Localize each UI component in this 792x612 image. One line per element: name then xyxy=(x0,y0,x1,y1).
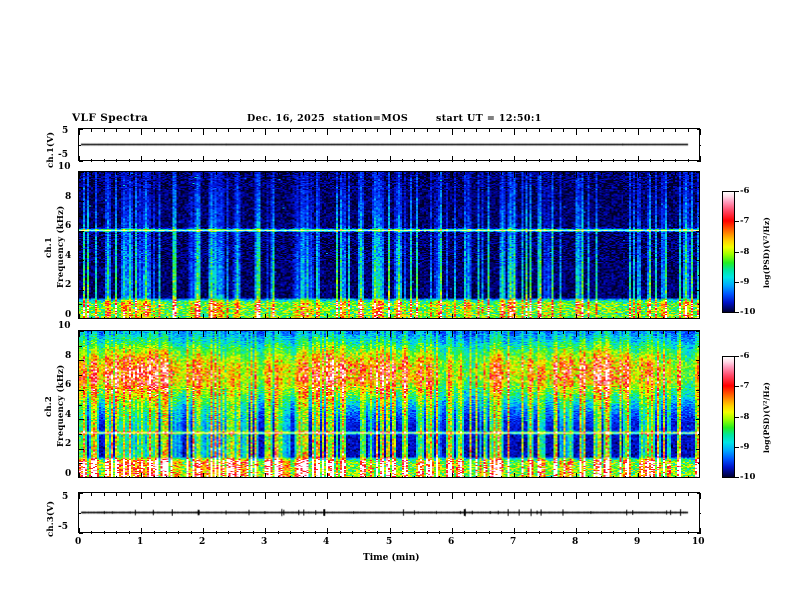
ytick-ch2f-2: 2 xyxy=(65,439,72,449)
colorbar-tick xyxy=(735,447,739,448)
panel-ch1-voltage-ylabel: ch.1(V) xyxy=(46,131,56,168)
colorbar-tick xyxy=(735,417,739,418)
colorbar-ch1-label: log(PSD)(V²/Hz) xyxy=(762,216,771,288)
xtick-label: 2 xyxy=(199,537,206,547)
panel-ch1-voltage xyxy=(78,128,701,162)
ytick-ch2f-10: 10 xyxy=(58,321,71,331)
figure-date: Dec. 16, 2025 xyxy=(247,113,326,124)
xtick-label: 0 xyxy=(75,537,82,547)
ytick-ch3v-pos5: 5 xyxy=(62,492,69,502)
figure-title: VLF Spectra xyxy=(72,112,149,124)
panel-ch1-spec-ylabel-freq: Frequency (kHz) xyxy=(56,205,66,288)
colorbar-tick-label: -7 xyxy=(740,381,750,391)
colorbar-tick xyxy=(735,477,739,478)
panel-ch1-spectrogram xyxy=(78,171,700,319)
xtick-label: 3 xyxy=(261,537,268,547)
colorbar-tick-label: -9 xyxy=(740,442,750,452)
colorbar-tick xyxy=(735,386,739,387)
ytick-ch3v-neg5: -5 xyxy=(58,522,68,532)
colorbar-tick xyxy=(735,221,739,222)
xtick-label: 1 xyxy=(137,537,144,547)
ytick-ch1f-4: 4 xyxy=(65,251,72,261)
xtick-label: 9 xyxy=(634,537,641,547)
colorbar-tick xyxy=(735,191,739,192)
colorbar-tick-label: -10 xyxy=(740,472,756,482)
ytick-ch2f-6: 6 xyxy=(65,380,72,390)
colorbar-tick-label: -7 xyxy=(740,216,750,226)
ytick-ch2f-8: 8 xyxy=(65,351,72,361)
colorbar-tick-label: -6 xyxy=(740,186,750,196)
colorbar-ch2-label: log(PSD)(V²/Hz) xyxy=(762,381,771,453)
ytick-ch1f-6: 6 xyxy=(65,221,72,231)
ytick-ch1v-neg5: -5 xyxy=(58,150,68,160)
figure-station: station=MOS xyxy=(333,113,409,124)
xtick-label: 10 xyxy=(692,537,705,547)
colorbar-tick-label: -6 xyxy=(740,351,750,361)
panel-ch3-voltage xyxy=(78,492,701,534)
ytick-ch1v-pos5: 5 xyxy=(62,126,69,136)
panel-ch2-spectrogram xyxy=(78,330,700,478)
colorbar-tick xyxy=(735,356,739,357)
ytick-ch2f-0: 0 xyxy=(65,469,72,479)
colorbar-ch2-gradient xyxy=(723,357,734,477)
xtick-label: 5 xyxy=(386,537,393,547)
panel-ch1-spec-ylabel-ch: ch.1 xyxy=(44,236,54,258)
xtick-label: 6 xyxy=(448,537,455,547)
colorbar-tick xyxy=(735,282,739,283)
panel-ch2-spec-ylabel-ch: ch.2 xyxy=(44,395,54,417)
colorbar-tick-label: -8 xyxy=(740,247,750,257)
colorbar-tick-label: -8 xyxy=(740,412,750,422)
ytick-ch1f-2: 2 xyxy=(65,280,72,290)
colorbar-tick xyxy=(735,252,739,253)
ytick-ch2f-4: 4 xyxy=(65,410,72,420)
colorbar-ch2 xyxy=(722,356,735,478)
xtick-label: 8 xyxy=(572,537,579,547)
colorbar-tick xyxy=(735,312,739,313)
xtick-label: 7 xyxy=(510,537,517,547)
xtick-label: 4 xyxy=(323,537,330,547)
figure-start-ut: start UT = 12:50:1 xyxy=(436,113,542,124)
x-axis-title: Time (min) xyxy=(363,553,420,563)
panel-ch2-spec-ylabel-freq: Frequency (kHz) xyxy=(56,364,66,447)
ytick-ch1f-0: 0 xyxy=(65,310,72,320)
ytick-ch1f-8: 8 xyxy=(65,192,72,202)
colorbar-tick-label: -9 xyxy=(740,277,750,287)
colorbar-ch1 xyxy=(722,191,735,313)
colorbar-ch1-gradient xyxy=(723,192,734,312)
ytick-ch1f-10: 10 xyxy=(58,162,71,172)
colorbar-tick-label: -10 xyxy=(740,307,756,317)
panel-ch3-voltage-ylabel: ch.3(V) xyxy=(46,500,56,537)
